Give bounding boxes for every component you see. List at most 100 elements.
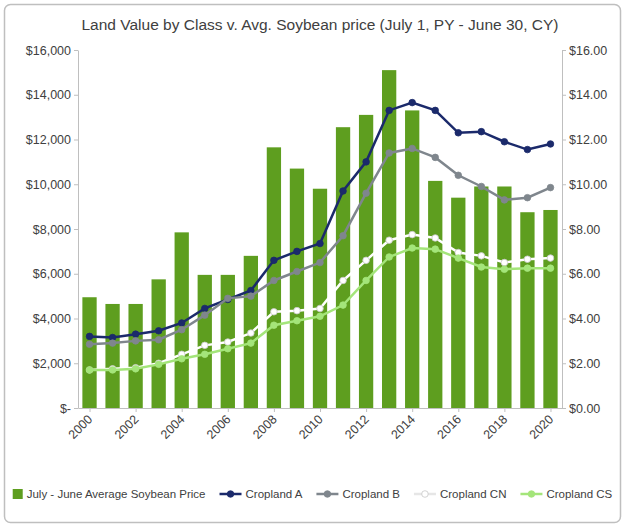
tick-label: 2004	[158, 412, 188, 442]
marker	[109, 340, 116, 347]
tick-label: $12.00	[569, 133, 607, 147]
marker	[409, 231, 416, 238]
bar	[313, 189, 327, 408]
marker	[363, 257, 370, 264]
bar	[520, 212, 534, 408]
marker	[432, 246, 439, 253]
marker	[225, 345, 232, 352]
tick-label: $6,000	[33, 267, 71, 281]
chart-frame	[5, 5, 621, 523]
tick-label: 2002	[112, 412, 142, 442]
marker	[432, 154, 439, 161]
marker	[86, 341, 93, 348]
tick-label: 2010	[296, 412, 326, 442]
bar	[474, 186, 488, 408]
marker	[547, 265, 554, 272]
marker	[294, 307, 301, 314]
marker	[294, 248, 301, 255]
marker	[271, 277, 278, 284]
tick-label: 2016	[435, 412, 465, 442]
line	[90, 248, 551, 370]
marker	[547, 184, 554, 191]
marker	[455, 172, 462, 179]
marker	[271, 322, 278, 329]
marker	[132, 331, 139, 338]
tick-mark	[458, 408, 459, 412]
tick-mark	[562, 274, 566, 275]
marker	[501, 259, 508, 266]
line	[90, 148, 551, 344]
marker	[294, 317, 301, 324]
bar	[405, 110, 419, 408]
y-axis: $-$2,000$4,000$6,000$8,000$10,000$12,000…	[26, 44, 79, 416]
bar	[359, 115, 373, 408]
marker	[201, 305, 208, 312]
tick-mark	[366, 408, 367, 412]
marker	[132, 338, 139, 345]
bar	[198, 275, 212, 408]
tick: 2018	[481, 408, 511, 442]
tick-label: $14.00	[569, 88, 607, 102]
tick: 2006	[204, 408, 234, 442]
legend-label: Cropland CS	[546, 488, 612, 500]
tick-label: $2.00	[569, 357, 600, 371]
bar	[336, 127, 350, 408]
bar	[105, 304, 119, 408]
tick-mark	[74, 229, 78, 230]
tick-mark	[136, 408, 137, 412]
marker	[340, 302, 347, 309]
bar	[290, 169, 304, 408]
bar	[543, 210, 557, 408]
tick: 2004	[158, 408, 188, 442]
tick-mark	[550, 408, 551, 412]
tick: 2016	[435, 408, 465, 442]
marker	[478, 253, 485, 260]
marker	[201, 342, 208, 349]
tick-mark	[562, 140, 566, 141]
marker	[248, 340, 255, 347]
line	[90, 235, 551, 370]
tick: $16,000	[26, 44, 78, 58]
marker	[178, 355, 185, 362]
marker	[524, 194, 531, 201]
bar	[428, 181, 442, 408]
tick-mark	[228, 408, 229, 412]
line-series	[86, 231, 554, 373]
tick-label: 2014	[388, 412, 418, 442]
tick-label: 2012	[342, 412, 372, 442]
marker	[317, 305, 324, 312]
axis-line	[78, 51, 79, 409]
tick-label: 2006	[204, 412, 234, 442]
bar	[451, 198, 465, 408]
tick-mark	[182, 408, 183, 412]
tick: $14,000	[26, 88, 78, 102]
marker	[478, 128, 485, 135]
marker	[478, 264, 485, 271]
marker	[409, 99, 416, 106]
marker	[178, 326, 185, 333]
tick-label: $2,000	[33, 357, 71, 371]
tick: $12.00	[562, 133, 607, 147]
legend-item: Cropland A	[220, 488, 303, 500]
marker	[86, 333, 93, 340]
tick-mark	[74, 363, 78, 364]
marker	[501, 266, 508, 273]
tick-mark	[320, 408, 321, 412]
marker	[386, 150, 393, 157]
legend-marker	[227, 491, 234, 498]
bar	[497, 186, 511, 408]
legend-marker	[422, 491, 429, 498]
plot-area	[82, 70, 557, 408]
marker	[409, 245, 416, 252]
marker	[317, 313, 324, 320]
line-series	[86, 145, 554, 347]
tick-mark	[504, 408, 505, 412]
tick-label: $10,000	[26, 178, 71, 192]
line	[90, 103, 551, 338]
chart-title: Land Value by Class v. Avg. Soybean pric…	[81, 16, 558, 33]
marker	[271, 308, 278, 315]
legend-item: July - June Average Soybean Price	[13, 488, 206, 500]
marker	[225, 339, 232, 346]
y2-axis: $0.00$2.00$4.00$6.00$8.00$10.00$12.00$14…	[562, 44, 607, 416]
marker	[409, 145, 416, 152]
